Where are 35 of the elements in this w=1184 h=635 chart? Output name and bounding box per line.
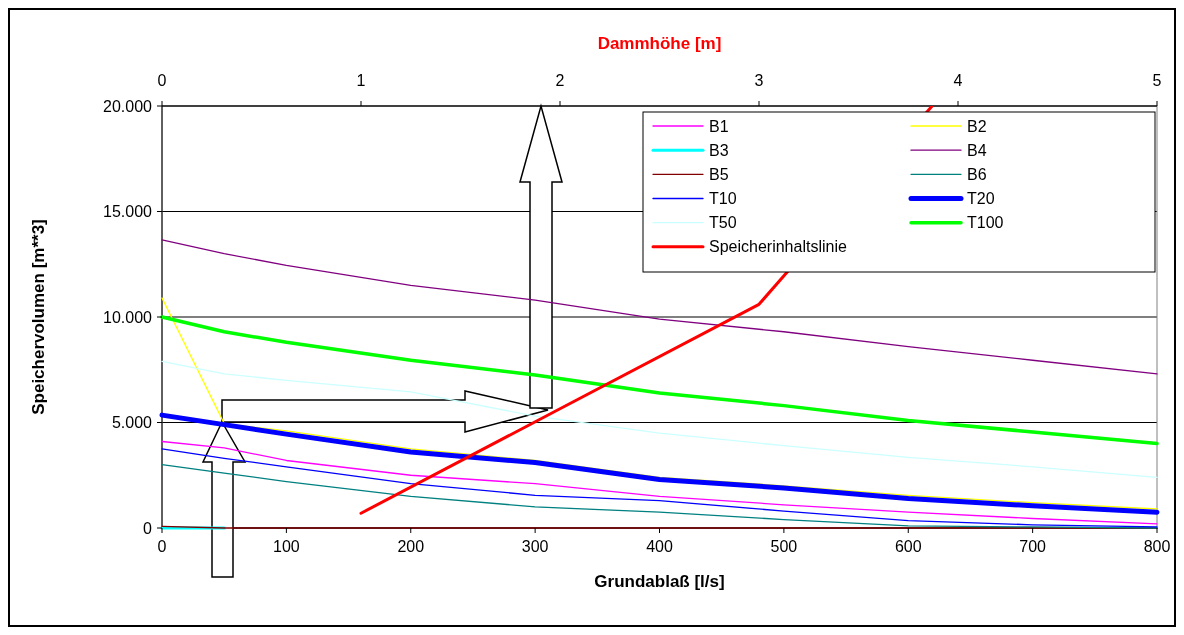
- x-tick-label: 100: [273, 538, 300, 555]
- x2-tick-label: 3: [754, 71, 764, 89]
- x-tick-label: 800: [1143, 538, 1171, 555]
- x2-tick-label: 0: [157, 71, 167, 89]
- legend-label: B3: [709, 141, 729, 159]
- x2-tick-label: 4: [953, 71, 963, 89]
- x-tick-label: 500: [770, 538, 798, 555]
- x2-tick-label: 2: [555, 71, 565, 89]
- x-tick-label: 200: [397, 538, 425, 555]
- y-tick-label: 20.000: [103, 97, 153, 115]
- legend-label: T20: [967, 190, 995, 208]
- x2-tick-label: 1: [356, 71, 366, 89]
- legend-label: B4: [967, 141, 987, 159]
- x-tick-label: 600: [894, 538, 922, 555]
- legend-label: Speicherinhaltslinie: [709, 238, 847, 256]
- x-tick-label: 400: [646, 538, 673, 555]
- x-tick-label: 700: [1019, 538, 1047, 555]
- legend-label: T100: [967, 214, 1004, 232]
- x-tick-label: 0: [157, 538, 167, 555]
- legend-label: B1: [709, 117, 729, 135]
- y-tick-label: 15.000: [103, 203, 153, 221]
- x-axis-title: Grundablaß [l/s]: [594, 572, 725, 591]
- x2-tick-label: 5: [1152, 71, 1162, 89]
- x2-axis-title: Dammhöhe [m]: [597, 34, 722, 53]
- x-tick-label: 300: [521, 538, 549, 555]
- legend-label: B2: [967, 117, 987, 135]
- y-axis-title: Speichervolumen [m**3]: [29, 219, 48, 415]
- legend-label: B5: [709, 165, 729, 183]
- legend-label: T10: [709, 190, 737, 208]
- y-tick-label: 10.000: [103, 308, 153, 326]
- line-series: [160, 315, 1159, 446]
- y-tick-label: 0: [143, 519, 153, 537]
- legend-label: T50: [709, 214, 737, 232]
- legend-label: B6: [967, 165, 987, 183]
- y-tick-label: 5.000: [111, 414, 153, 432]
